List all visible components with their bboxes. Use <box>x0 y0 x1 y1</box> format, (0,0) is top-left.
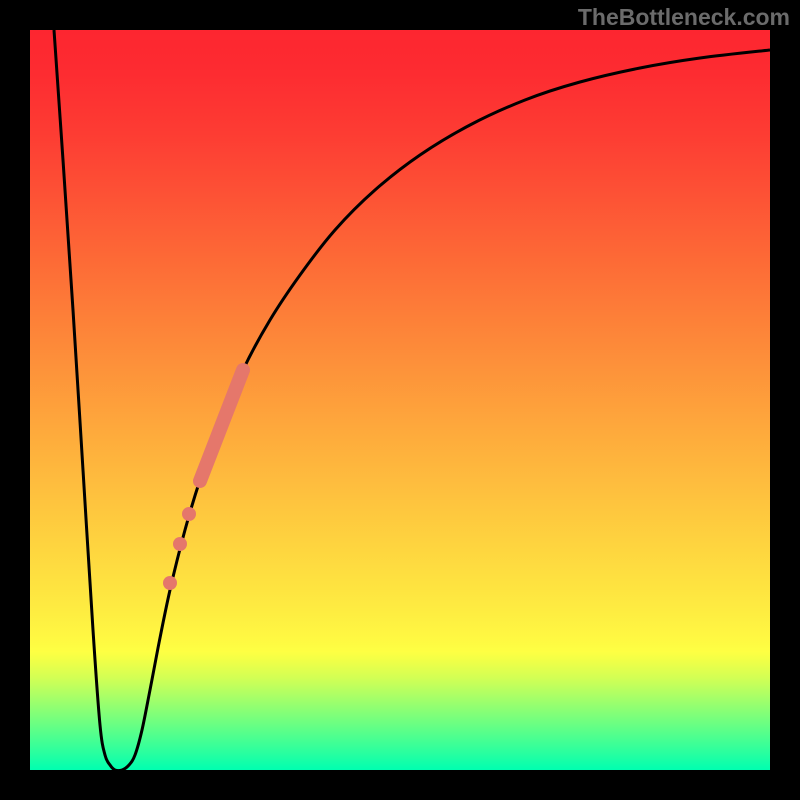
highlight-segment <box>200 370 243 481</box>
highlight-dot <box>163 576 177 590</box>
curve-svg <box>30 30 770 770</box>
bottleneck-curve <box>54 30 770 770</box>
chart-frame: TheBottleneck.com <box>0 0 800 800</box>
highlight-dot <box>173 537 187 551</box>
highlight-dot <box>182 507 196 521</box>
watermark-text: TheBottleneck.com <box>578 4 790 31</box>
plot-area <box>30 30 770 770</box>
